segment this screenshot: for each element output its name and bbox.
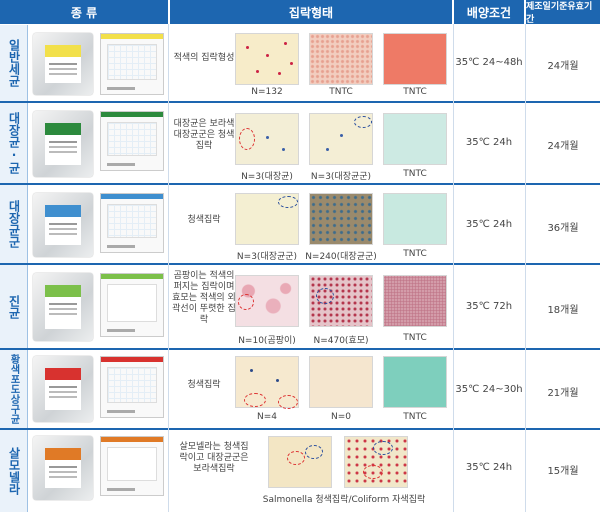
column-divider	[525, 24, 526, 512]
incubation-condition: 35℃ 72h	[465, 301, 513, 312]
plate-image	[235, 33, 299, 85]
incubation-condition: 35℃ 24h	[465, 219, 513, 230]
header-type: 종 류	[0, 0, 168, 24]
colony-description: 살모넬라는 청색집락이고 대장균군은 보라색집락	[179, 442, 249, 474]
colony-description: 곰팡이는 적색의 퍼지는 집락이며 효모는 적색의 외곽선이 뚜렷한 집락	[172, 271, 236, 325]
category-cell: 대장균군	[0, 185, 28, 263]
plate-caption: TNTC	[403, 169, 427, 179]
row-staphylococcus: 황색포도상구균 청색집락 N=4 N=0 TNTC 35℃ 24~30h 21개…	[0, 350, 600, 430]
colony-description: 대장균은 보라색 대장균군은 청색 집락	[173, 119, 235, 151]
plate-image	[383, 275, 447, 327]
row-salmonella: 살모넬라 살모넬라는 청색집락이고 대장균군은 보라색집락 Salmonella…	[0, 430, 600, 512]
row-ecoli-coliform: 대장균·균 대장균은 보라색 대장균군은 청색 집락 N=3(대장균) N=3(…	[0, 103, 600, 185]
plate-image	[383, 356, 447, 408]
plate-image	[309, 33, 373, 85]
colony-description: 적색의 집락형성	[173, 53, 235, 63]
plate-image	[268, 436, 332, 488]
shelf-life: 15개월	[547, 466, 579, 477]
plate-caption: N=470(효모)	[313, 336, 369, 346]
plate-caption: TNTC	[403, 412, 427, 422]
row-fungi: 진균 곰팡이는 적색의 퍼지는 집락이며 효모는 적색의 외곽선이 뚜렷한 집락…	[0, 265, 600, 350]
plate-image	[309, 356, 373, 408]
plate-image	[309, 275, 373, 327]
plate-caption: TNTC	[403, 87, 427, 97]
plate-caption: N=0	[331, 412, 351, 422]
product-package-image	[33, 273, 93, 341]
product-package-image	[33, 356, 93, 422]
plate-caption: N=4	[257, 412, 277, 422]
category-cell: 일반세균	[0, 25, 28, 101]
incubation-condition: 35℃ 24~30h	[455, 384, 523, 395]
column-divider	[453, 24, 454, 512]
row-coliform: 대장균군 청색집락 N=3(대장균군) N=240(대장균군) TNTC 35℃…	[0, 185, 600, 265]
plate-caption: N=132	[251, 87, 283, 97]
film-sheet-image	[100, 111, 164, 171]
shelf-life: 21개월	[547, 388, 579, 399]
product-package-image	[33, 193, 93, 257]
film-sheet-image	[100, 436, 164, 496]
product-package-image	[33, 436, 93, 500]
film-sheet-image	[100, 193, 164, 253]
shelf-life: 24개월	[547, 141, 579, 152]
plate-caption: N=3(대장균)	[241, 172, 293, 182]
header-colony: 집락형태	[170, 0, 452, 24]
plate-caption: N=10(곰팡이)	[238, 336, 296, 346]
category-cell: 대장균·균	[0, 103, 28, 183]
film-sheet-image	[100, 356, 164, 418]
header-incubation: 배양조건	[454, 0, 524, 24]
category-cell: 황색포도상구균	[0, 350, 28, 428]
category-cell: 살모넬라	[0, 430, 28, 512]
colony-description: 청색집락	[187, 380, 221, 390]
row-general-bacteria: 일반세균 적색의 집락형성 N=132 TNTC TNTC 35℃ 24~48h…	[0, 25, 600, 103]
film-sheet-image	[100, 33, 164, 95]
plate-caption: N=240(대장균군)	[305, 252, 377, 262]
shelf-life: 24개월	[547, 61, 579, 72]
colony-description: 청색집락	[187, 215, 221, 225]
plate-image	[383, 33, 447, 85]
plate-image	[383, 193, 447, 245]
plate-caption: N=3(대장균군)	[310, 172, 372, 182]
film-sheet-image	[100, 273, 164, 337]
plate-image	[235, 275, 299, 327]
plate-image	[235, 113, 299, 165]
plate-image	[309, 113, 373, 165]
incubation-condition: 35℃ 24h	[465, 462, 513, 473]
category-cell: 진균	[0, 265, 28, 348]
product-package-image	[33, 111, 93, 177]
incubation-condition: 35℃ 24h	[465, 137, 513, 148]
plate-caption: N=3(대장균군)	[236, 252, 298, 262]
shelf-life: 36개월	[547, 223, 579, 234]
plates-caption: Salmonella 청색집락/Coliform 자색집락	[262, 495, 426, 505]
plate-caption: TNTC	[403, 249, 427, 259]
plate-image	[235, 356, 299, 409]
shelf-life: 18개월	[547, 305, 579, 316]
plate-image	[309, 193, 373, 245]
plate-image	[235, 193, 299, 245]
plate-image	[383, 113, 447, 165]
header-shelf-life: 제조일기준유효기간	[526, 0, 600, 25]
plate-caption: TNTC	[403, 333, 427, 343]
incubation-condition: 35℃ 24~48h	[455, 57, 523, 68]
plate-image	[344, 436, 408, 488]
product-package-image	[33, 33, 93, 95]
plate-caption: TNTC	[329, 87, 353, 97]
column-divider	[168, 24, 169, 512]
